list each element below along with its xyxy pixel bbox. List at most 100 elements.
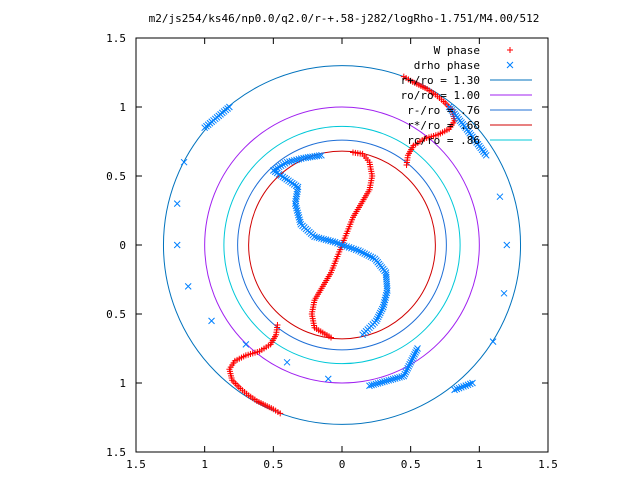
drho-phase-point [489, 338, 497, 345]
drho-phase-point [286, 158, 293, 165]
drho-phase-point [208, 317, 215, 325]
drho-phase-point [180, 158, 188, 166]
drho-phase-point [173, 200, 181, 207]
drho-phase-point [242, 341, 250, 348]
drho-phase-point [387, 376, 395, 384]
drho-phase-point [500, 289, 508, 297]
y-tick-label: 0 [119, 239, 126, 252]
w-phase-point [400, 73, 407, 80]
drho-phase-point [408, 356, 416, 364]
circle-rc-ro-86 [223, 125, 461, 365]
drho-phase-point [343, 243, 351, 250]
x-tick-label: 0.5 [263, 458, 283, 471]
drho-phase-point [338, 241, 346, 249]
drho-phase-point [400, 372, 408, 380]
drho-phase-point [409, 355, 416, 362]
drho-phase-point [296, 218, 304, 226]
legend-marker [506, 61, 514, 69]
drho-phase-point [469, 379, 476, 387]
drho-phase-point [460, 383, 467, 390]
w-phase-point [277, 410, 284, 417]
drho-phase-point [367, 253, 375, 261]
drho-phase-point [381, 378, 388, 385]
drho-phase-point [394, 374, 401, 382]
drho-phase-point [334, 239, 341, 247]
legend-label: W phase [434, 44, 480, 57]
x-tick-label: 1.5 [538, 458, 558, 471]
drho-phase-point [355, 247, 362, 254]
drho-phase-point [359, 331, 366, 339]
y-tick-label: 1 [119, 101, 126, 114]
drho-phase-point [336, 240, 344, 248]
x-tick-label: 1 [201, 458, 208, 471]
drho-phase-point [391, 375, 399, 382]
drho-phase-point [283, 358, 291, 366]
drho-phase-point [184, 283, 192, 290]
drho-phase-point [455, 384, 463, 392]
drho-phase-point [407, 358, 415, 366]
drho-phase-point [406, 360, 414, 368]
legend-label: ro/ro = 1.00 [401, 89, 480, 102]
drho-phase-point [380, 301, 388, 309]
drho-phase-point [271, 165, 279, 173]
circle-ro-ro-1-00 [204, 106, 480, 384]
w-phase-point [328, 334, 335, 341]
drho-phase-point [503, 241, 511, 249]
drho-phase-point [370, 381, 378, 388]
y-tick-label: 0.5 [106, 308, 126, 321]
drho-phase-point [466, 380, 474, 388]
drho-phase-point [379, 303, 387, 311]
drho-phase-point [457, 383, 465, 391]
drho-phase-point [403, 366, 411, 374]
drho-phase-point [350, 245, 358, 253]
drho-phase-point [389, 375, 397, 383]
drho-phase-point [405, 362, 413, 370]
drho-phase-point [482, 151, 490, 159]
drho-phase-point [374, 313, 382, 321]
drho-phase-point [341, 242, 348, 250]
drho-phase-point [331, 238, 339, 246]
drho-phase-point [404, 364, 412, 372]
drho-phase-point [378, 378, 386, 386]
drho-phase-point [277, 162, 285, 170]
drho-phase-point [402, 368, 410, 376]
circle-r-ro-76 [237, 139, 447, 351]
drho-phase-point [496, 193, 504, 201]
drho-phase-point [329, 238, 337, 245]
chart-title: m2/js254/ks46/np0.0/q2.0/r-+.58-j282/log… [149, 12, 540, 25]
drho-phase-point [451, 386, 458, 394]
legend-label: r+/ro = 1.30 [401, 74, 480, 87]
drho-phase-point [173, 241, 181, 249]
drho-phase-point [368, 381, 375, 389]
y-tick-label: 1.5 [106, 446, 126, 459]
drho-phase-point [453, 385, 461, 393]
y-tick-label: 1 [119, 377, 126, 390]
drho-phase-point [374, 379, 382, 387]
drho-phase-point [281, 160, 289, 167]
drho-phase-point [359, 249, 366, 256]
drho-phase-point [376, 309, 384, 317]
drho-phase-point [385, 376, 393, 384]
drho-phase-point [464, 381, 472, 389]
drho-phase-point [357, 248, 364, 255]
drho-phase-point [413, 347, 420, 354]
drho-phase-point [279, 161, 287, 168]
drho-phase-point [378, 305, 386, 313]
circle-r-ro-68 [248, 150, 436, 340]
drho-phase-point [375, 311, 383, 319]
circle-r-ro-1-30 [162, 65, 522, 425]
drho-phase-point [352, 246, 360, 254]
drho-phase-point [410, 353, 417, 360]
drho-phase-point [201, 124, 209, 132]
drho-phase-point [275, 163, 283, 171]
legend-label: drho phase [414, 59, 480, 72]
drho-phase-point [376, 379, 384, 387]
legend-label: rc/ro = .86 [407, 134, 480, 147]
legend-marker [507, 47, 513, 53]
drho-phase-point [377, 307, 385, 315]
drho-phase-point [383, 377, 390, 385]
y-tick-label: 1.5 [106, 32, 126, 45]
drho-phase-point [361, 250, 369, 257]
